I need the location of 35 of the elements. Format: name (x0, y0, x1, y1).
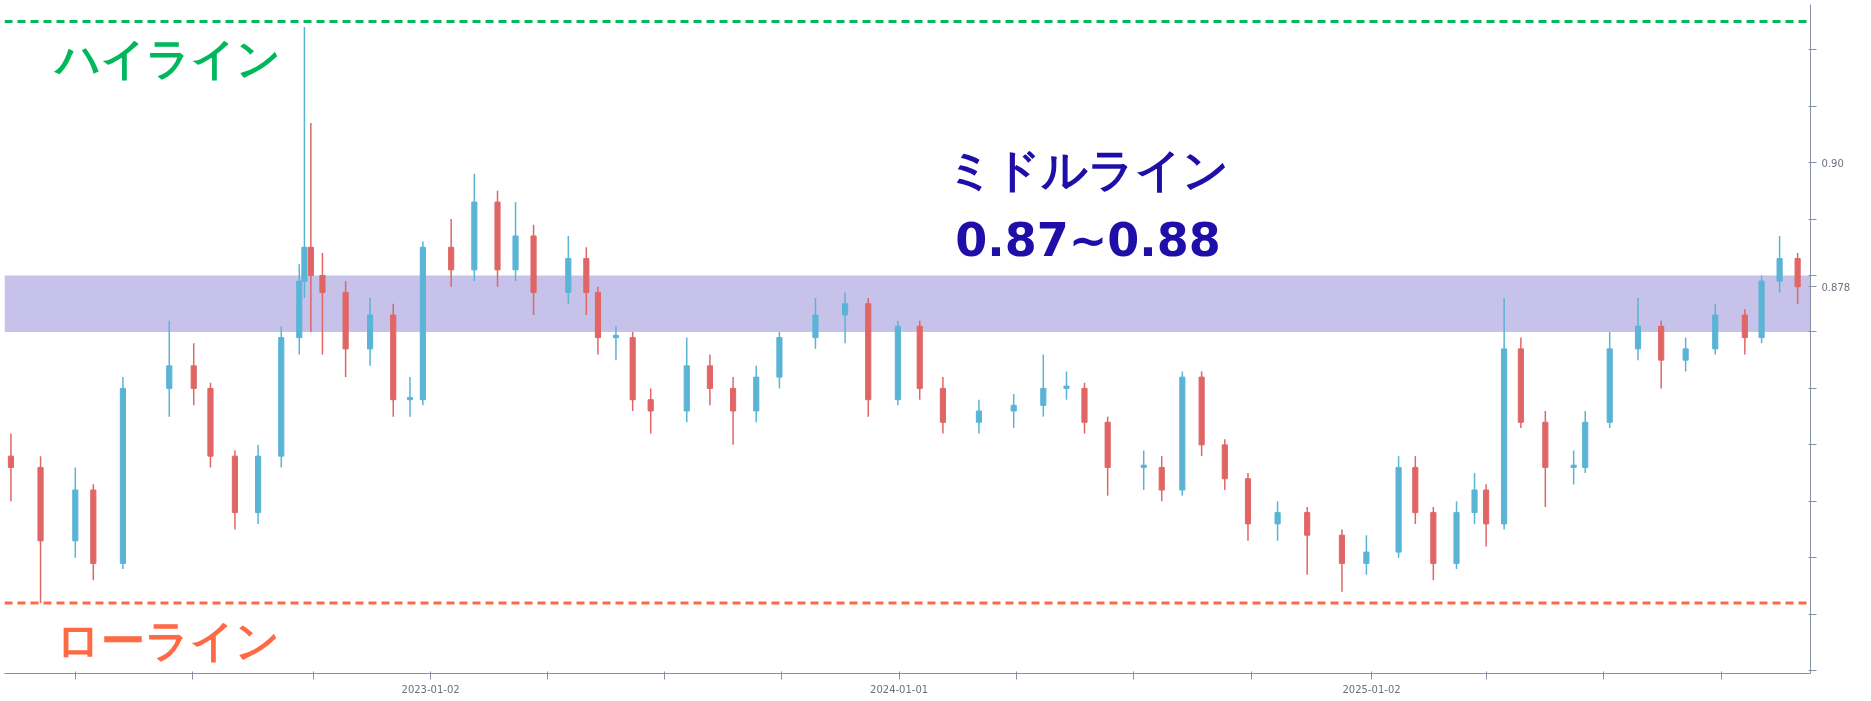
x-tick-label: 2023-01-02 (401, 683, 460, 695)
candlestick (730, 376, 737, 446)
y-tick-label: 0.90 (1821, 157, 1844, 169)
candlestick (1274, 500, 1281, 542)
candlestick (612, 325, 620, 361)
candlestick (1363, 534, 1370, 576)
candlestick (1158, 455, 1165, 503)
band-label: ミドルライン 0.87~0.88 (947, 143, 1230, 268)
candlestick (1741, 308, 1748, 356)
candlestick (319, 252, 326, 356)
candlestick (1570, 449, 1577, 486)
candlestick (647, 387, 654, 435)
candlestick (1010, 393, 1017, 429)
candlestick (166, 319, 173, 418)
candlestick (841, 291, 849, 344)
candlestick (812, 297, 819, 350)
candlestick (190, 342, 197, 407)
x-tick-label: 2024-01-01 (870, 683, 929, 695)
candlestick (706, 353, 713, 407)
ref-line-label: ローライン (55, 614, 280, 666)
candlestick (1634, 297, 1642, 361)
candlestick (7, 432, 15, 503)
x-tick-label: 2025-01-02 (1342, 683, 1401, 695)
y-tick-label: 0.878 (1821, 281, 1851, 293)
candlestick (1140, 449, 1147, 491)
ref-line-label: ハイライン (52, 33, 281, 85)
candlestick (1682, 336, 1689, 373)
candlestick (406, 376, 414, 418)
candlestick (1063, 370, 1070, 401)
candlestick (1471, 472, 1478, 525)
candlestick (1040, 353, 1047, 418)
candlestick (1304, 506, 1311, 576)
candlestick (975, 398, 983, 435)
candlestick (448, 218, 455, 288)
candlestick (1776, 235, 1783, 294)
